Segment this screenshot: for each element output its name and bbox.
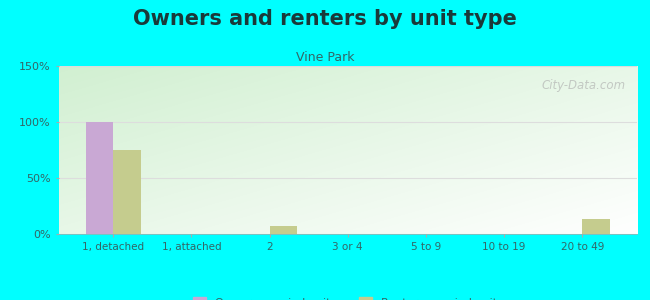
- Legend: Owner occupied units, Renter occupied units: Owner occupied units, Renter occupied un…: [188, 292, 507, 300]
- Text: Owners and renters by unit type: Owners and renters by unit type: [133, 9, 517, 29]
- Text: City-Data.com: City-Data.com: [541, 80, 625, 92]
- Bar: [86, 122, 113, 234]
- Bar: [113, 150, 140, 234]
- Text: Vine Park: Vine Park: [296, 51, 354, 64]
- Bar: [582, 219, 610, 234]
- Bar: [270, 226, 297, 234]
